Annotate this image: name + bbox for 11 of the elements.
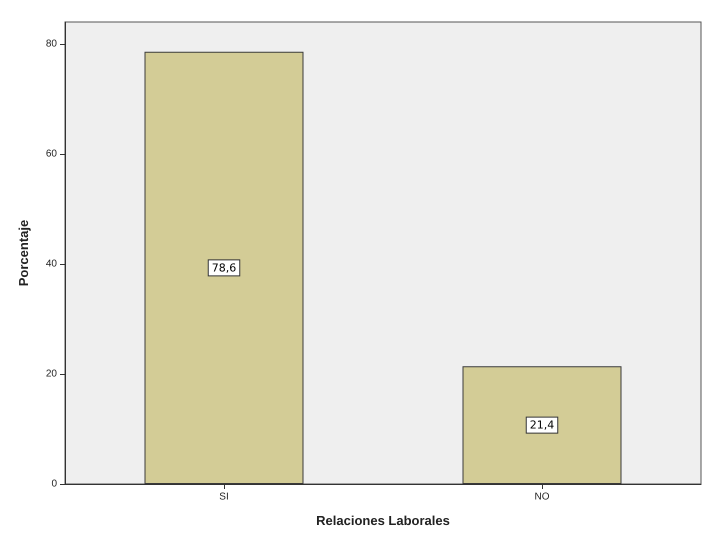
y-axis-title: Porcentaje: [16, 220, 31, 286]
data-label: 78,6: [212, 261, 236, 274]
x-tick-label: SI: [219, 492, 229, 502]
y-tick-label: 40: [46, 258, 58, 270]
y-tick-label: 20: [46, 368, 58, 380]
y-tick-label: 80: [46, 38, 58, 50]
data-label: 21,4: [530, 418, 554, 432]
y-tick-label: 60: [46, 148, 58, 160]
x-tick-label: NO: [534, 492, 550, 502]
x-axis-title: Relaciones Laborales: [316, 513, 450, 528]
y-tick-label: 0: [51, 478, 58, 490]
